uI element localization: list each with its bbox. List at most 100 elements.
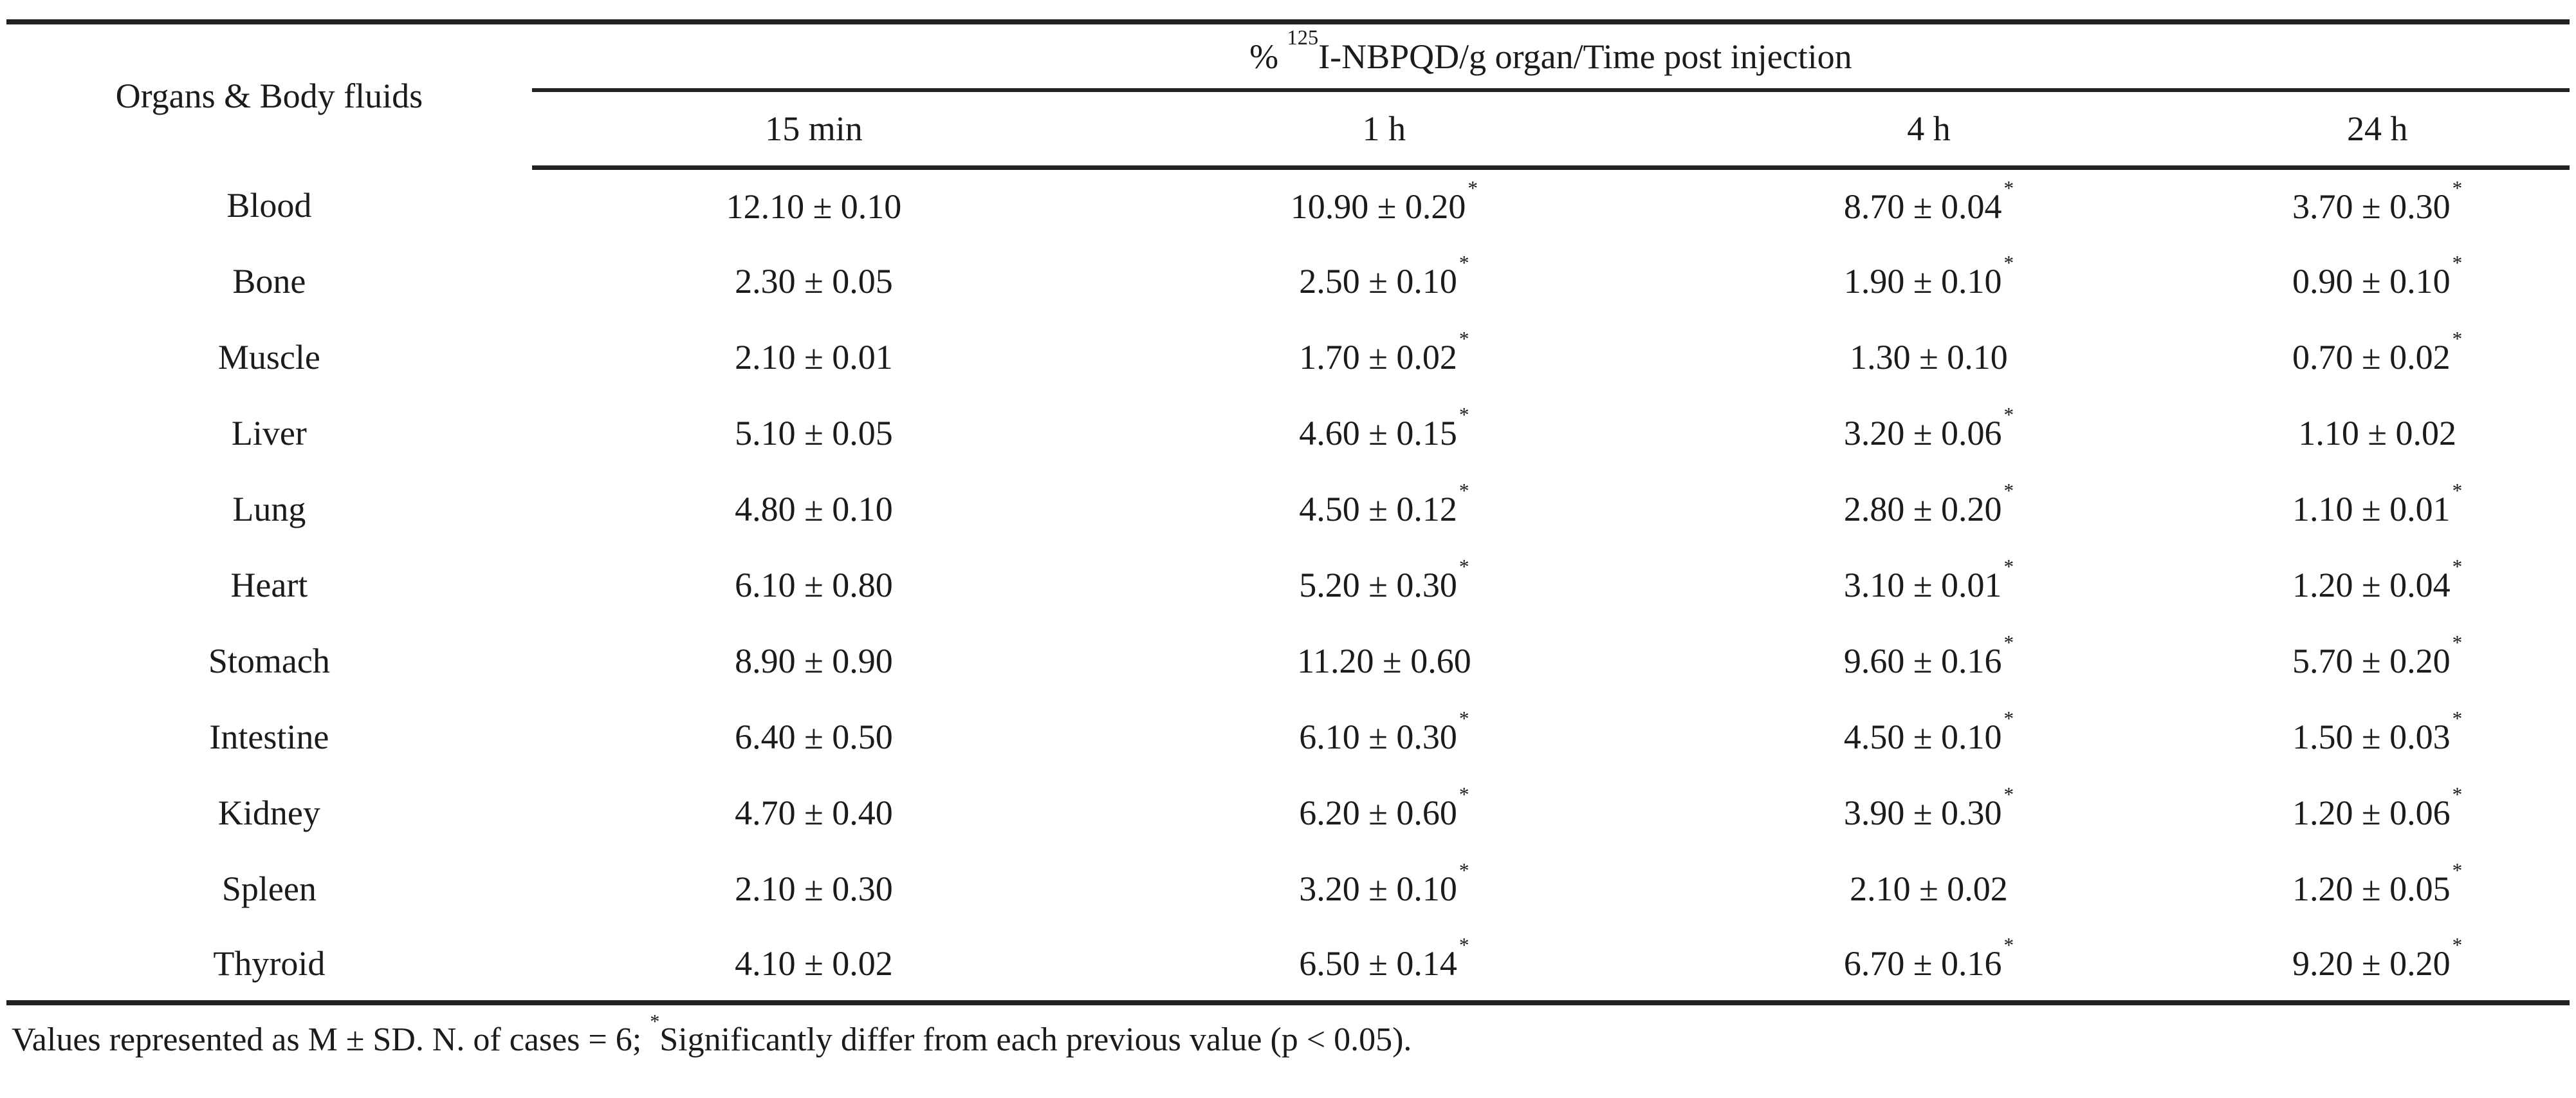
value-cell: 1.10 ± 0.01*	[2185, 471, 2570, 547]
value-text: 3.90 ± 0.30	[1843, 794, 2002, 832]
value-text: 6.20 ± 0.60	[1299, 794, 1457, 832]
value-cell: 6.70 ± 0.16*	[1673, 927, 2185, 1003]
value-text: 6.50 ± 0.14	[1299, 944, 1457, 983]
value-cell: 0.70 ± 0.02*	[2185, 319, 2570, 395]
significance-asterisk: *	[2003, 403, 2014, 426]
value-text: 5.10 ± 0.05	[735, 414, 893, 452]
organ-name: Blood	[226, 186, 312, 225]
organ-name: Stomach	[208, 642, 330, 680]
organ-name: Thyroid	[213, 944, 326, 983]
significance-asterisk: *	[2003, 555, 2014, 578]
value-cell: 6.40 ± 0.50	[532, 699, 1096, 775]
significance-asterisk: *	[1458, 479, 1469, 502]
significance-asterisk: *	[2003, 707, 2014, 730]
value-text: 0.90 ± 0.10	[2292, 262, 2451, 301]
organ-name: Liver	[231, 414, 307, 452]
value-text: 8.70 ± 0.04	[1843, 187, 2002, 226]
significance-asterisk: *	[2003, 631, 2014, 654]
biodistribution-table: Organs & Body fluids % 125I-NBPQD/g orga…	[6, 19, 2570, 1005]
value-cell: 8.90 ± 0.90	[532, 623, 1096, 699]
value-cell: 0.90 ± 0.10*	[2185, 243, 2570, 319]
value-cell: 3.10 ± 0.01*	[1673, 547, 2185, 623]
significance-asterisk: *	[2452, 933, 2463, 956]
value-text: 6.10 ± 0.30	[1299, 718, 1457, 756]
significance-asterisk: *	[1458, 327, 1469, 350]
value-text: 4.80 ± 0.10	[735, 490, 893, 528]
value-cell: 4.10 ± 0.02	[532, 927, 1096, 1003]
significance-asterisk: *	[2003, 251, 2014, 274]
organ-row-blood: Blood 12.10 ± 0.10 10.90 ± 0.20* 8.70 ± 0.0…	[6, 167, 2570, 243]
significance-asterisk: *	[2003, 479, 2014, 502]
value-text: 1.20 ± 0.04	[2292, 566, 2451, 604]
significance-asterisk: *	[1458, 707, 1469, 730]
value-text: 6.70 ± 0.16	[1843, 944, 2002, 983]
value-cell: 3.20 ± 0.06*	[1673, 395, 2185, 471]
value-text: 1.20 ± 0.06	[2292, 794, 2451, 832]
value-cell: 5.10 ± 0.05	[532, 395, 1096, 471]
value-cell: 11.20 ± 0.60	[1096, 623, 1672, 699]
span-header-percent: %	[1249, 37, 1287, 76]
significance-asterisk: *	[2452, 783, 2463, 806]
value-cell: 2.50 ± 0.10*	[1096, 243, 1672, 319]
value-cell: 2.10 ± 0.30	[532, 851, 1096, 927]
isotope-superscript: 125	[1287, 26, 1319, 50]
organ-row-thyroid: Thyroid 4.10 ± 0.02 6.50 ± 0.14* 6.70 ± 0.1…	[6, 927, 2570, 1003]
value-cell: 3.90 ± 0.30*	[1673, 775, 2185, 851]
organ-row-lung: Lung 4.80 ± 0.10 4.50 ± 0.12* 2.80 ± 0.20* 1…	[6, 471, 2570, 547]
value-cell: 4.60 ± 0.15*	[1096, 395, 1672, 471]
value-text: 10.90 ± 0.20	[1290, 187, 1466, 226]
value-cell: 1.10 ± 0.02	[2185, 395, 2570, 471]
value-cell: 4.70 ± 0.40	[532, 775, 1096, 851]
footnote-text-after: Significantly differ from each previous …	[659, 1021, 1412, 1058]
value-cell: 4.50 ± 0.12*	[1096, 471, 1672, 547]
significance-asterisk: *	[2003, 933, 2014, 956]
value-cell: 6.10 ± 0.80	[532, 547, 1096, 623]
corner-header-label: Organs & Body fluids	[115, 77, 423, 115]
value-text: 3.20 ± 0.10	[1299, 870, 1457, 908]
value-text: 1.50 ± 0.03	[2292, 718, 2451, 756]
value-cell: 6.20 ± 0.60*	[1096, 775, 1672, 851]
value-text: 2.30 ± 0.05	[735, 262, 893, 301]
value-text: 2.10 ± 0.02	[1850, 870, 2008, 908]
value-cell: 1.20 ± 0.04*	[2185, 547, 2570, 623]
header-title-row: Organs & Body fluids % 125I-NBPQD/g orga…	[6, 22, 2570, 115]
value-text: 6.10 ± 0.80	[735, 566, 893, 604]
significance-asterisk: *	[1458, 783, 1469, 806]
organ-name: Intestine	[209, 718, 329, 756]
value-cell: 1.20 ± 0.05*	[2185, 851, 2570, 927]
significance-asterisk: *	[1458, 859, 1469, 882]
organ-row-stomach: Stomach 8.90 ± 0.90 11.20 ± 0.60 9.60 ± 0.1…	[6, 623, 2570, 699]
value-cell: 5.20 ± 0.30*	[1096, 547, 1672, 623]
significance-asterisk: *	[1458, 933, 1469, 956]
value-text: 11.20 ± 0.60	[1297, 642, 1471, 680]
value-text: 4.70 ± 0.40	[735, 794, 893, 832]
value-text: 4.50 ± 0.12	[1299, 490, 1457, 528]
value-cell: 6.50 ± 0.14*	[1096, 927, 1672, 1003]
value-cell: 9.60 ± 0.16*	[1673, 623, 2185, 699]
organ-name: Kidney	[217, 794, 320, 832]
value-cell: 4.80 ± 0.10	[532, 471, 1096, 547]
organ-name: Heart	[230, 566, 308, 604]
value-cell: 2.10 ± 0.02	[1673, 851, 2185, 927]
value-cell: 5.70 ± 0.20*	[2185, 623, 2570, 699]
value-text: 3.10 ± 0.01	[1843, 566, 2002, 604]
value-cell: 1.30 ± 0.10	[1673, 319, 2185, 395]
value-text: 2.80 ± 0.20	[1843, 490, 2002, 528]
time-column-header-1-h: 1 h	[1096, 90, 1673, 170]
value-cell: 1.50 ± 0.03*	[2185, 699, 2570, 775]
value-text: 1.20 ± 0.05	[2292, 870, 2451, 908]
value-cell: 1.90 ± 0.10*	[1673, 243, 2185, 319]
organ-row-bone: Bone 2.30 ± 0.05 2.50 ± 0.10* 1.90 ± 0.10* 0…	[6, 243, 2570, 319]
value-cell: 1.70 ± 0.02*	[1096, 319, 1672, 395]
organ-row-intestine: Intestine 6.40 ± 0.50 6.10 ± 0.30* 4.50 ± 0…	[6, 699, 2570, 775]
corner-header: Organs & Body fluids	[6, 22, 532, 167]
organ-name: Bone	[232, 262, 306, 301]
organ-name: Lung	[232, 490, 306, 528]
significance-asterisk: *	[2452, 631, 2463, 654]
value-cell: 10.90 ± 0.20*	[1096, 167, 1672, 243]
significance-asterisk: *	[2452, 859, 2463, 882]
value-text: 8.90 ± 0.90	[735, 642, 893, 680]
significance-asterisk: *	[1458, 403, 1469, 426]
organ-row-spleen: Spleen 2.10 ± 0.30 3.20 ± 0.10* 2.10 ± 0.02…	[6, 851, 2570, 927]
value-text: 2.10 ± 0.01	[735, 338, 893, 377]
